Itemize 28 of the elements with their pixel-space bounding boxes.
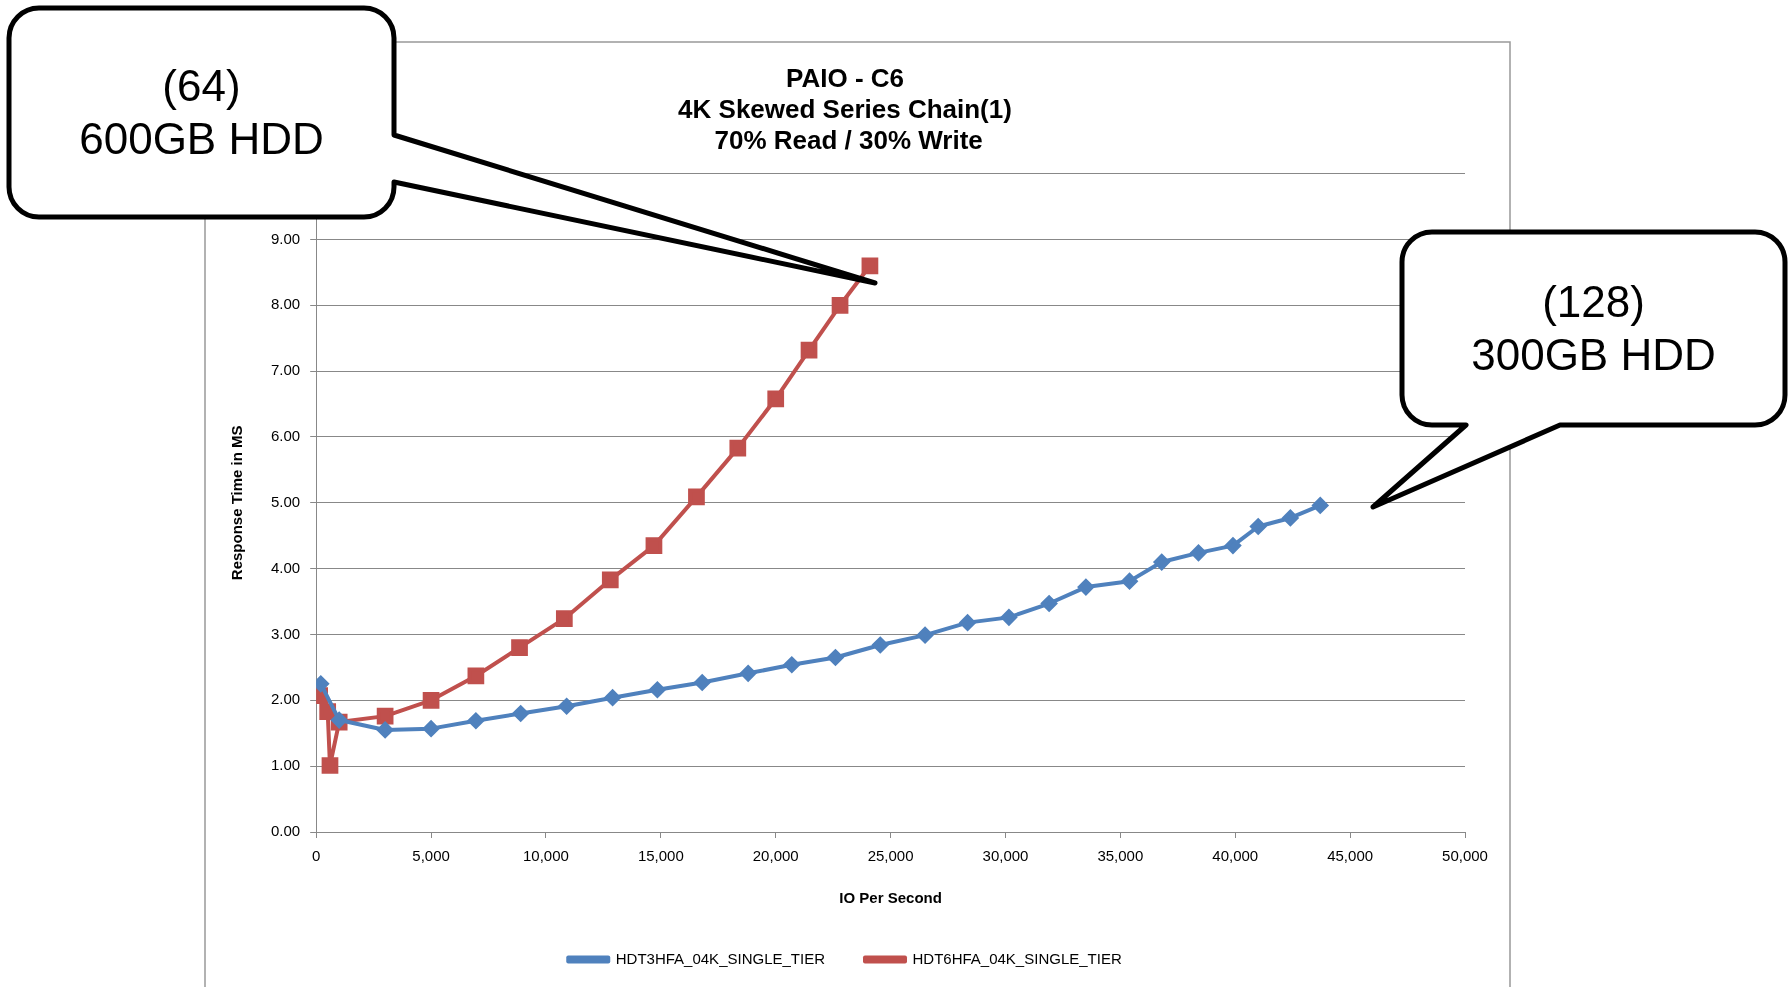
y-tick-label: 4.00 bbox=[270, 558, 301, 576]
x-tick-label: 25,000 bbox=[867, 847, 914, 865]
x-tick-label: 35,000 bbox=[1097, 847, 1144, 865]
y-tick-label: 6.00 bbox=[270, 427, 301, 445]
x-tick-label: 10,000 bbox=[523, 847, 569, 865]
x-tick-label: 0 bbox=[312, 847, 321, 865]
legend-label: HDT3HFA_04K_SINGLE_TIER bbox=[615, 949, 826, 967]
y-tick-label: 8.00 bbox=[270, 295, 301, 313]
y-tick-label: 9.00 bbox=[270, 229, 301, 247]
y-tick-label: 3.00 bbox=[270, 624, 301, 642]
x-tick-label: 5,000 bbox=[412, 847, 450, 865]
y-tick-label: 7.00 bbox=[270, 361, 301, 379]
text: (128) 300GB HDD bbox=[1470, 275, 1717, 381]
x-tick-label: 50,000 bbox=[1442, 847, 1488, 865]
x-tick-label: 15,000 bbox=[637, 847, 684, 865]
y-tick-label: 2.00 bbox=[270, 690, 301, 708]
legend-label: HDT6HFA_04K_SINGLE_TIER bbox=[912, 949, 1122, 967]
x-tick-label: 45,000 bbox=[1327, 847, 1374, 865]
x-tick-label: 40,000 bbox=[1212, 847, 1259, 865]
y-tick-label: 0.00 bbox=[270, 822, 301, 840]
y-tick-label: 5.00 bbox=[270, 492, 301, 510]
y-tick-label: 1.00 bbox=[270, 756, 301, 774]
text: (64) 600GB HDD bbox=[78, 59, 325, 165]
x-axis-title: IO Per Second bbox=[839, 889, 942, 907]
chart-title: PAIO - C6 4K Skewed Series Chain(1) 70% Read / 30% Write bbox=[678, 62, 1012, 156]
y-axis-title: Response Time in MS bbox=[228, 425, 246, 581]
x-tick-label: 30,000 bbox=[982, 847, 1029, 865]
x-tick-label: 20,000 bbox=[752, 847, 799, 865]
